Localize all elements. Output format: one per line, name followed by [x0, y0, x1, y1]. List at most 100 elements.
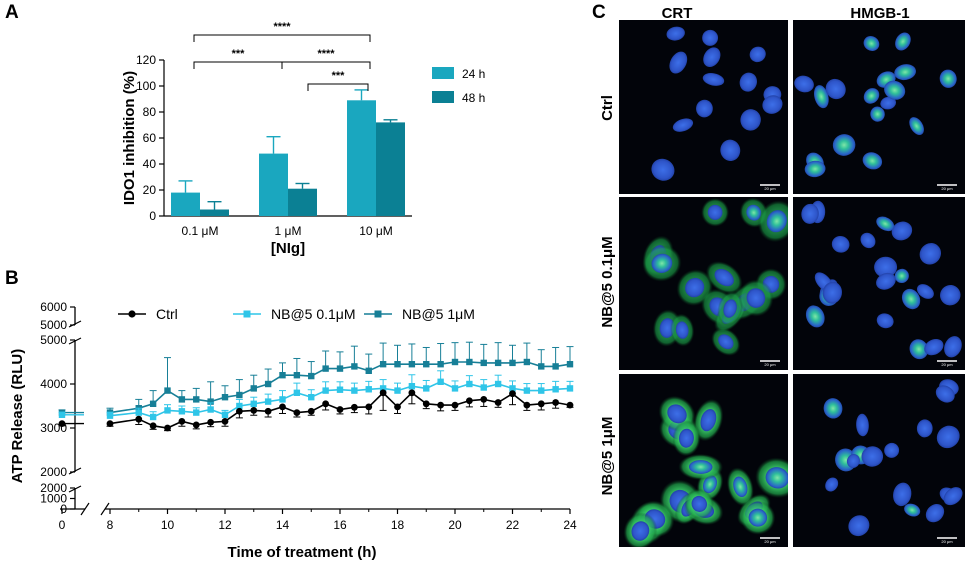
a-significance-label: ****	[273, 21, 291, 33]
a-x-tick-label: 10 μM	[359, 224, 393, 238]
a-x-tick-label: 1 μM	[275, 224, 302, 238]
b-point	[193, 409, 200, 416]
a-y-tick-label: 120	[136, 53, 156, 67]
cell-nucleus	[822, 281, 842, 304]
panel-b-label: B	[5, 268, 19, 289]
cell-nucleus	[891, 221, 913, 241]
b-point	[164, 424, 171, 432]
cell-nucleus	[876, 313, 894, 329]
b-point	[293, 409, 301, 416]
micrograph-nb-5-0-1-m-hmgb-1: 20 μm	[793, 197, 965, 370]
cell-nucleus	[765, 467, 788, 489]
scale-bar-label: 20 μm	[941, 362, 953, 367]
cell-nucleus	[831, 235, 850, 253]
cell-nucleus	[909, 339, 929, 360]
micrograph-nb-5-0-1-m-crt: 20 μm	[619, 197, 788, 370]
cell-nucleus	[700, 408, 717, 432]
cell-nucleus	[714, 268, 734, 287]
b-point	[423, 361, 430, 368]
cell-nucleus	[916, 284, 934, 299]
b-point	[408, 383, 416, 390]
b-x-tick-label: 18	[391, 518, 405, 532]
cell-nucleus	[794, 75, 814, 93]
cell-nucleus	[675, 321, 689, 339]
cell-nucleus	[876, 216, 895, 232]
cell-nucleus	[748, 508, 768, 527]
cell-nucleus	[718, 334, 734, 350]
b-point	[293, 372, 301, 379]
b-y-tick-label: 5000	[40, 333, 67, 347]
cell-nucleus	[863, 36, 880, 52]
micrograph-cells	[801, 200, 962, 360]
cell-nucleus	[884, 80, 906, 100]
b-point	[293, 389, 301, 396]
b-y-tick-label: 6000	[40, 300, 67, 314]
cell-nucleus	[904, 503, 921, 517]
a-bar	[259, 153, 288, 216]
b-point	[279, 403, 286, 411]
b-point	[58, 411, 66, 418]
micrograph-ctrl-crt: 20 μm	[619, 20, 788, 194]
b-point	[192, 421, 200, 429]
b-point	[135, 409, 142, 416]
b-point	[207, 398, 214, 405]
cell-nucleus	[801, 203, 819, 224]
cell-nucleus	[746, 204, 762, 221]
a-y-tick-label: 100	[136, 79, 156, 93]
cell-nucleus	[860, 232, 876, 249]
b-point	[437, 401, 445, 409]
b-point	[466, 358, 473, 366]
b-point	[322, 365, 329, 372]
b-x-tick-label: 24	[563, 518, 577, 532]
b-x-tick-label: 8	[107, 518, 114, 532]
panel-a-label: A	[5, 2, 19, 23]
b-point	[423, 385, 430, 392]
scale-bar-label: 20 μm	[764, 186, 776, 191]
cell-nucleus	[825, 78, 846, 100]
cell-nucleus	[936, 425, 960, 449]
a-bar	[171, 192, 200, 216]
cell-nucleus	[924, 338, 944, 356]
b-point	[322, 400, 330, 408]
cell-nucleus	[672, 118, 694, 132]
b-point	[235, 407, 243, 415]
b-point	[494, 399, 502, 406]
b-point	[178, 418, 186, 425]
cell-nucleus	[669, 51, 688, 74]
b-point	[537, 400, 545, 408]
b-point	[552, 399, 560, 406]
b-point	[465, 397, 473, 405]
b-x-axis-title: Time of treatment (h)	[228, 544, 377, 561]
cell-nucleus	[935, 385, 955, 403]
b-point	[566, 401, 574, 409]
a-significance-label: ***	[332, 70, 346, 82]
a-legend-swatch	[432, 91, 454, 103]
cell-nucleus	[667, 404, 687, 424]
cell-nucleus	[679, 428, 694, 448]
row-title-nb5-01: NB@5 0.1μM	[599, 236, 616, 327]
micrograph-cells	[823, 379, 963, 537]
b-y-tick-label: 1000	[40, 492, 67, 506]
cell-nucleus	[685, 277, 705, 298]
b-x-tick-label: 14	[276, 518, 290, 532]
b-y-break-mark	[68, 320, 82, 328]
b-point	[365, 367, 372, 374]
micrograph-nb-5-1-m-crt: 20 μm	[619, 374, 788, 547]
cell-nucleus	[856, 413, 869, 437]
b-legend-label: NB@5 1μM	[402, 306, 475, 322]
b-point	[437, 378, 444, 385]
cell-nucleus	[804, 160, 826, 178]
micrograph-ctrl-hmgb-1: 20 μm	[793, 20, 965, 194]
cell-nucleus	[939, 69, 957, 88]
cell-nucleus	[943, 487, 963, 506]
micrograph-cells	[642, 197, 788, 356]
cell-nucleus	[862, 152, 883, 170]
a-bar	[200, 209, 229, 216]
b-point	[509, 359, 516, 367]
cell-nucleus	[702, 29, 719, 46]
cell-nucleus	[740, 109, 761, 131]
a-legend-swatch	[432, 67, 454, 79]
b-x-tick-label: 0	[59, 518, 66, 532]
